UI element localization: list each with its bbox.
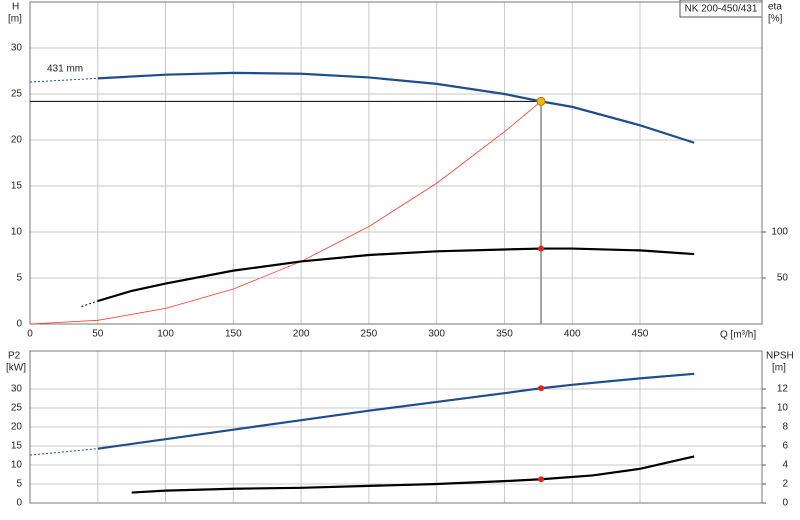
y2-tick-label: 2 <box>782 479 788 490</box>
y2-tick-label: 0 <box>782 498 788 509</box>
y-label: [m] <box>8 14 22 25</box>
x-label: Q [m³/h] <box>720 330 756 341</box>
plot-frame <box>29 350 763 504</box>
y-tick-label: 25 <box>11 89 23 100</box>
y2-label: [m] <box>772 363 786 374</box>
operating-point <box>538 385 545 392</box>
curve <box>81 300 98 307</box>
y-tick-label: 25 <box>11 403 23 414</box>
x-tick-label: 50 <box>92 329 104 340</box>
y-tick-label: 0 <box>16 498 22 509</box>
y-tick-label: 20 <box>11 422 23 433</box>
chart-title: NK 200-450/431 <box>685 4 758 15</box>
x-tick-label: 100 <box>157 329 174 340</box>
y2-label: eta <box>768 2 782 13</box>
curve <box>97 71 695 144</box>
y-tick-label: 20 <box>11 135 23 146</box>
y-label: P2 <box>8 351 21 362</box>
y2-tick-label: 8 <box>782 422 788 433</box>
y-tick-label: 30 <box>11 384 23 395</box>
y2-tick-label: 10 <box>777 403 789 414</box>
y-tick-label: 15 <box>11 441 23 452</box>
y2-tick-label: 50 <box>777 273 789 284</box>
x-tick-label: 200 <box>293 329 310 340</box>
operating-point <box>538 245 545 252</box>
x-tick-label: 0 <box>27 329 33 340</box>
x-tick-label: 450 <box>632 329 649 340</box>
x-tick-label: 400 <box>564 329 581 340</box>
y2-tick-label: 4 <box>782 460 788 471</box>
x-tick-label: 350 <box>496 329 513 340</box>
y2-tick-label: 12 <box>777 384 789 395</box>
y-tick-label: 5 <box>16 479 22 490</box>
operating-point <box>536 96 546 106</box>
x-tick-label: 300 <box>428 329 445 340</box>
y2-label: NPSH <box>766 351 794 362</box>
y2-label: [%] <box>768 14 783 25</box>
curve <box>97 247 695 303</box>
y-tick-label: 30 <box>11 43 23 54</box>
curve <box>29 448 98 456</box>
y2-tick-label: 6 <box>782 441 788 452</box>
y-tick-label: 10 <box>11 460 23 471</box>
y-tick-label: 5 <box>16 273 22 284</box>
y2-tick-label: 100 <box>771 227 788 238</box>
y-label: H <box>12 2 19 13</box>
y-tick-label: 10 <box>11 227 23 238</box>
operating-point <box>538 476 545 483</box>
annotation: 431 mm <box>47 64 83 75</box>
curve <box>97 372 695 450</box>
curve <box>29 77 98 83</box>
y-tick-label: 15 <box>11 181 23 192</box>
plot-frame <box>29 1 763 325</box>
y-tick-label: 0 <box>16 319 22 330</box>
x-tick-label: 150 <box>225 329 242 340</box>
x-tick-label: 250 <box>361 329 378 340</box>
curve <box>131 455 695 494</box>
y-label: [kW] <box>6 363 26 374</box>
